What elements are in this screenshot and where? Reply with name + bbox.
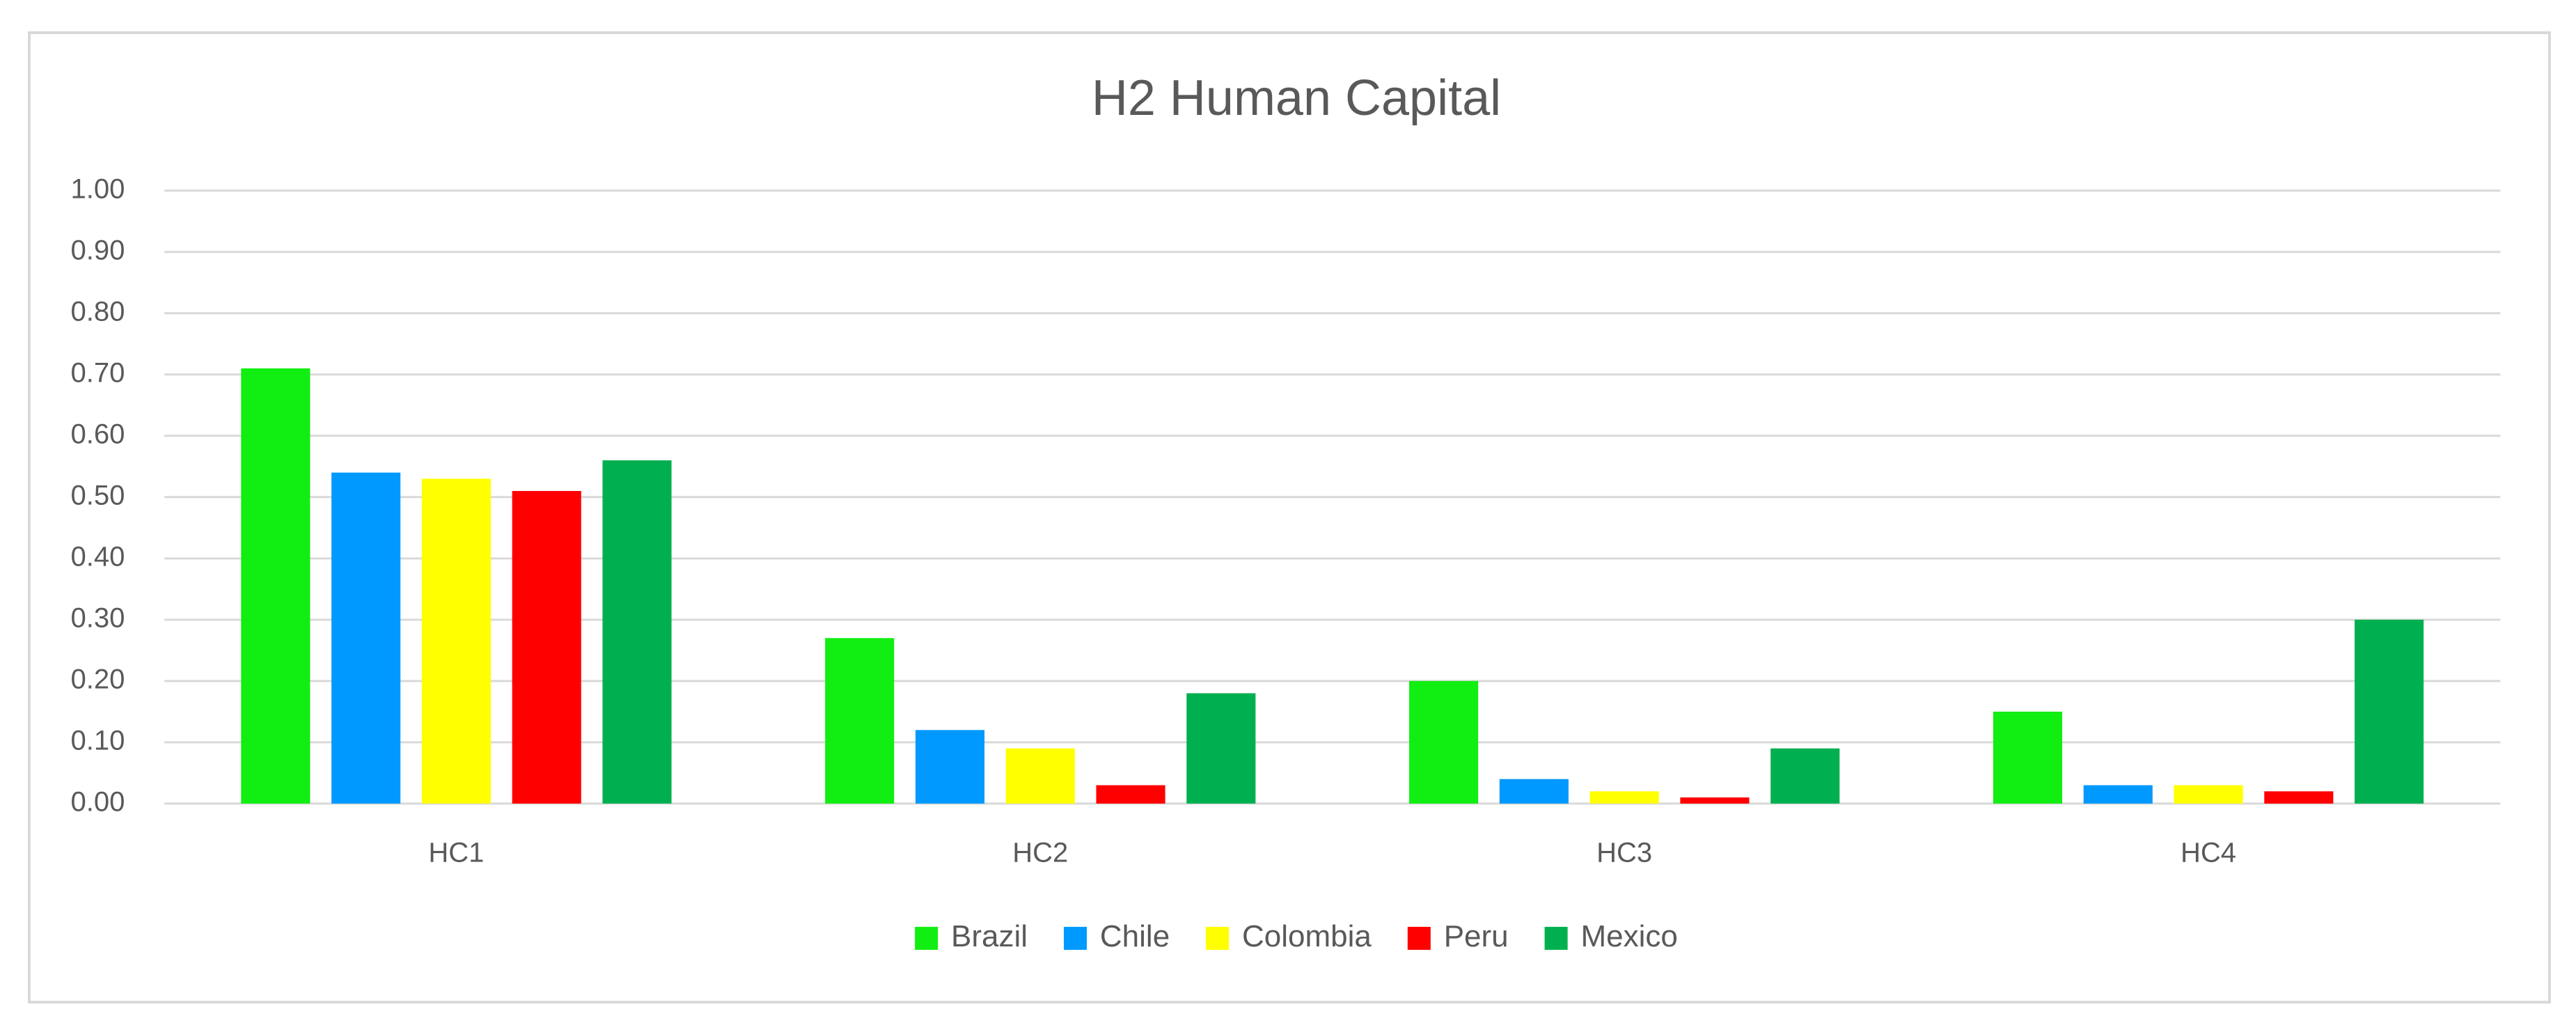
bar [2264,791,2334,804]
y-tick-label: 0.70 [70,357,125,388]
legend-swatch [1206,926,1230,950]
x-tick-label: HC2 [1012,838,1068,868]
bar [1005,748,1075,804]
y-tick-label: 1.00 [70,173,125,204]
y-tick-label: 0.20 [70,664,125,694]
legend-swatch [1544,926,1568,950]
bar [1680,797,1750,804]
y-tick-label: 0.80 [70,296,125,327]
y-tick-label: 0.90 [70,235,125,265]
legend-label: Brazil [951,919,1028,953]
legend-swatch [1407,926,1431,950]
y-tick-label: 0.60 [70,419,125,449]
y-tick-label: 0.40 [70,541,125,572]
bar [1770,748,1840,804]
bar [421,478,491,804]
bar [602,460,672,804]
bar [512,491,581,804]
bar [1186,693,1256,804]
legend-swatch [915,926,938,950]
bar [1096,785,1165,804]
legend-label: Peru [1444,919,1509,953]
bar [825,638,895,804]
bar [1589,791,1659,804]
bar [2083,785,2153,804]
y-tick-label: 0.50 [70,480,125,510]
y-tick-label: 0.10 [70,725,125,756]
legend-swatch [1063,926,1087,950]
x-tick-label: HC1 [428,838,484,868]
bar [1993,711,2063,804]
bar [2355,619,2424,804]
chart-border [28,31,2551,1004]
bar [331,472,401,804]
bar [1409,680,1479,804]
bar [241,368,311,804]
legend-label: Colombia [1242,919,1372,953]
chart-title: H2 Human Capital [1092,70,1501,126]
x-tick-label: HC4 [2181,838,2236,868]
bar [915,730,985,804]
legend-label: Chile [1100,919,1170,953]
y-tick-label: 0.00 [70,786,125,817]
bar [2174,785,2243,804]
legend-label: Mexico [1580,919,1677,953]
x-tick-label: HC3 [1596,838,1652,868]
y-tick-label: 0.30 [70,602,125,633]
bar [1499,779,1569,804]
